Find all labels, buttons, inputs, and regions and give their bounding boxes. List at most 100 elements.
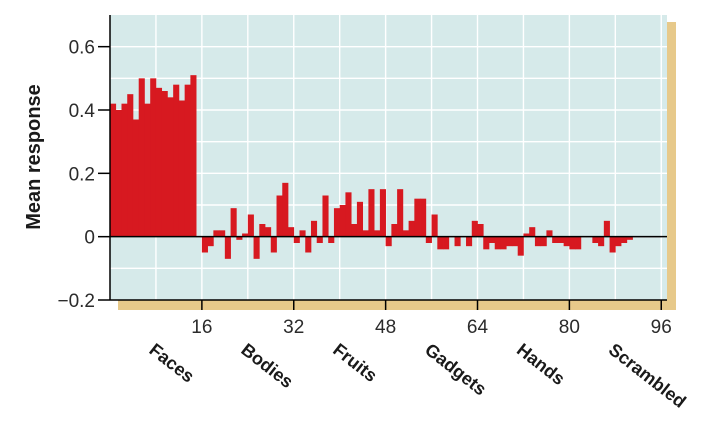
bar <box>385 236 392 247</box>
axes <box>98 15 667 310</box>
bar <box>110 103 117 237</box>
bar <box>506 236 513 247</box>
bar <box>408 220 415 237</box>
bar <box>207 236 214 247</box>
x-tick-label: 96 <box>651 317 672 338</box>
bar <box>276 195 283 237</box>
bar <box>161 91 168 237</box>
bar <box>431 214 438 237</box>
bar <box>270 236 277 253</box>
x-tick-label: 80 <box>559 317 580 338</box>
bar <box>420 198 427 237</box>
bar <box>224 236 231 259</box>
bar <box>115 110 122 237</box>
bar <box>494 236 501 250</box>
category-labels: Faces Bodies Fruits Gadgets Hands Scrambled <box>146 339 690 411</box>
bar <box>540 236 547 247</box>
bar <box>414 198 421 237</box>
bar <box>299 230 306 237</box>
category-label: Scrambled <box>605 339 690 411</box>
bar <box>213 230 220 237</box>
bar <box>477 224 484 237</box>
bar <box>437 236 444 250</box>
category-label: Gadgets <box>421 339 490 399</box>
category-label: Hands <box>513 339 569 389</box>
category-label: Bodies <box>237 339 297 392</box>
bar <box>339 205 346 237</box>
bar <box>569 236 576 250</box>
bar <box>534 236 542 247</box>
bar <box>345 192 352 237</box>
bar <box>127 94 134 237</box>
gridlines <box>110 15 667 300</box>
x-tick-label: 48 <box>375 317 396 338</box>
bar <box>546 230 553 237</box>
bar <box>471 220 478 237</box>
y-tick-labels: −0.2 0 0.2 0.4 0.6 <box>57 38 95 312</box>
bar <box>265 227 272 237</box>
bar <box>557 236 564 243</box>
bar <box>379 189 386 237</box>
bar <box>397 189 404 237</box>
y-tick-label: 0.6 <box>69 38 95 59</box>
bar <box>288 227 295 237</box>
bar <box>201 236 208 253</box>
bar <box>173 84 180 237</box>
bar <box>511 236 519 247</box>
category-label: Fruits <box>329 339 381 386</box>
bar <box>500 236 507 250</box>
bar <box>121 103 128 237</box>
bar <box>615 236 622 247</box>
bar <box>563 236 570 247</box>
y-tick-label: −0.2 <box>57 291 95 312</box>
y-tick-label: 0.2 <box>69 164 95 185</box>
bar <box>483 236 490 250</box>
bar <box>391 224 398 237</box>
bar <box>150 78 157 237</box>
bar <box>293 236 300 243</box>
bar <box>236 236 243 240</box>
bar <box>316 236 323 243</box>
bar <box>488 236 496 243</box>
y-tick-label: 0.4 <box>69 101 96 122</box>
bar <box>454 236 461 247</box>
bar <box>138 78 145 237</box>
bar <box>517 236 524 256</box>
bar <box>552 236 559 243</box>
x-tick-label: 16 <box>191 317 212 338</box>
bar <box>592 236 599 243</box>
bar <box>333 208 341 237</box>
bar <box>178 100 185 237</box>
bar <box>356 201 364 237</box>
bar <box>529 227 536 237</box>
x-tick-labels: 16 32 48 64 80 96 <box>191 317 672 338</box>
bar <box>626 236 633 240</box>
bar <box>253 236 260 259</box>
bar <box>242 233 249 237</box>
bar <box>132 119 140 237</box>
bar <box>351 224 358 237</box>
bar <box>603 220 610 237</box>
bar <box>575 236 582 250</box>
bar <box>621 236 628 243</box>
x-tick-label: 32 <box>283 317 304 338</box>
bar <box>310 220 318 237</box>
bar <box>374 230 381 237</box>
bar <box>466 236 473 247</box>
bar <box>282 182 289 237</box>
bar <box>362 230 369 237</box>
bar <box>219 230 226 237</box>
bars <box>110 75 662 259</box>
x-tick-label: 64 <box>467 317 489 338</box>
bar <box>184 84 191 237</box>
bar <box>259 224 266 237</box>
bar <box>328 236 335 243</box>
bar <box>523 233 530 237</box>
bar <box>144 103 151 237</box>
bar <box>402 230 409 237</box>
bar <box>322 195 329 237</box>
bar <box>230 208 237 237</box>
bar <box>305 236 312 253</box>
bar <box>368 189 375 237</box>
